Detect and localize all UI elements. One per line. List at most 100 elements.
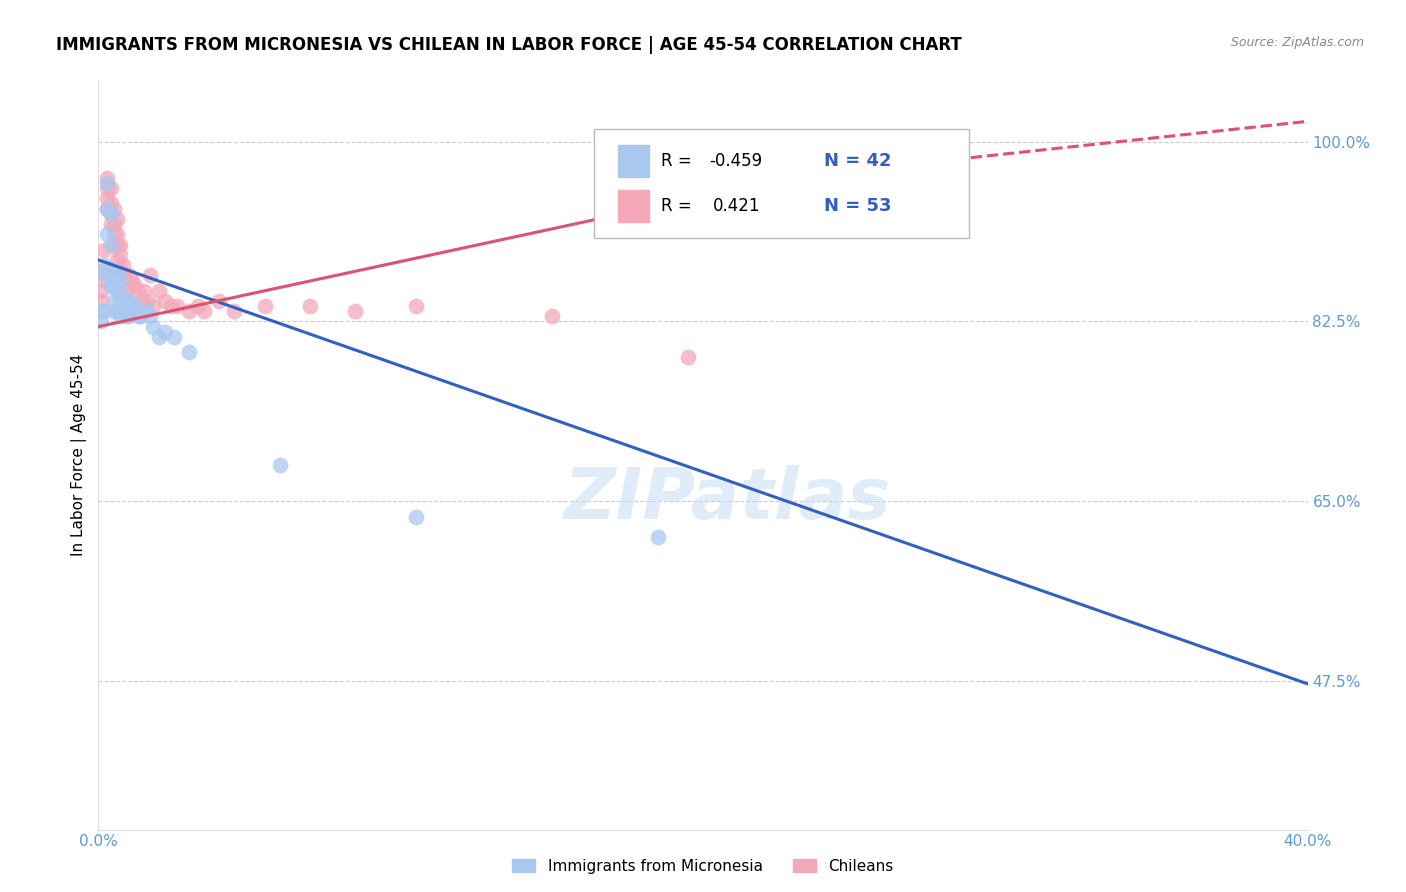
Point (540, 310, 562, 324)
Point (344, 304, 367, 318)
Point (96, 181, 118, 195)
Point (118, 268, 141, 283)
Point (127, 284, 149, 298)
Point (108, 273, 131, 287)
Point (105, 268, 128, 283)
Point (224, 304, 246, 318)
Bar (619, 145, 648, 177)
Point (111, 268, 134, 283)
Point (160, 299, 183, 313)
Point (111, 278, 134, 293)
Point (114, 284, 136, 298)
Text: 0.421: 0.421 (713, 197, 761, 215)
Point (405, 509, 427, 524)
Point (124, 278, 146, 293)
Point (135, 304, 157, 318)
Point (142, 299, 165, 313)
Point (93, 263, 115, 277)
Point (96, 176, 118, 190)
Point (108, 293, 131, 308)
Point (103, 293, 125, 308)
Point (153, 325, 176, 339)
Point (139, 310, 162, 324)
Point (114, 268, 136, 283)
Point (269, 458, 291, 473)
Point (179, 345, 201, 359)
Text: R =: R = (661, 197, 702, 215)
Point (93, 243, 115, 257)
FancyBboxPatch shape (595, 129, 969, 237)
Point (118, 310, 141, 324)
Point (153, 293, 176, 308)
Point (105, 227, 128, 242)
Point (100, 196, 122, 211)
Point (163, 330, 186, 344)
Point (148, 330, 170, 344)
Point (253, 299, 276, 313)
Point (142, 319, 165, 334)
Point (111, 304, 134, 318)
Point (121, 299, 143, 313)
Text: -0.459: -0.459 (709, 153, 762, 170)
Point (96, 202, 118, 216)
Point (139, 268, 162, 283)
Point (90, 284, 112, 298)
Text: Source: ZipAtlas.com: Source: ZipAtlas.com (1230, 36, 1364, 49)
Point (405, 299, 427, 313)
Point (179, 304, 201, 318)
Point (96, 170, 118, 185)
Point (187, 299, 209, 313)
Point (166, 299, 188, 313)
Point (108, 263, 131, 277)
Point (105, 211, 128, 226)
Y-axis label: In Labor Force | Age 45-54: In Labor Force | Age 45-54 (72, 354, 87, 556)
Point (108, 248, 131, 262)
Point (96, 202, 118, 216)
Text: ZIPatlas: ZIPatlas (564, 466, 891, 534)
Text: N = 42: N = 42 (824, 153, 891, 170)
Point (148, 284, 170, 298)
Point (124, 299, 146, 313)
Point (100, 237, 122, 252)
Point (93, 258, 115, 272)
Point (103, 237, 125, 252)
Point (647, 530, 669, 544)
Point (299, 299, 322, 313)
Point (103, 217, 125, 231)
Point (129, 293, 152, 308)
Point (103, 278, 125, 293)
Point (103, 263, 125, 277)
Point (93, 304, 115, 318)
Point (90, 293, 112, 308)
Point (96, 191, 118, 205)
Point (111, 258, 134, 272)
Point (100, 263, 122, 277)
Text: IMMIGRANTS FROM MICRONESIA VS CHILEAN IN LABOR FORCE | AGE 45-54 CORRELATION CHA: IMMIGRANTS FROM MICRONESIA VS CHILEAN IN… (56, 36, 962, 54)
Point (127, 310, 149, 324)
Point (93, 268, 115, 283)
Point (135, 293, 157, 308)
Point (100, 278, 122, 293)
Point (132, 284, 155, 298)
Point (105, 284, 128, 298)
Point (108, 310, 131, 324)
Text: N = 53: N = 53 (824, 197, 891, 215)
Point (100, 181, 122, 195)
Point (121, 273, 143, 287)
Point (118, 293, 141, 308)
Text: R =: R = (661, 153, 697, 170)
Point (103, 304, 125, 318)
Bar (619, 190, 648, 222)
Point (114, 310, 136, 324)
Point (100, 207, 122, 221)
Point (108, 237, 131, 252)
Point (129, 310, 152, 324)
Point (114, 293, 136, 308)
Point (90, 304, 112, 318)
Point (103, 202, 125, 216)
Point (193, 304, 215, 318)
Point (93, 273, 115, 287)
Legend: Immigrants from Micronesia, Chileans: Immigrants from Micronesia, Chileans (506, 853, 900, 880)
Point (100, 207, 122, 221)
Point (111, 289, 134, 303)
